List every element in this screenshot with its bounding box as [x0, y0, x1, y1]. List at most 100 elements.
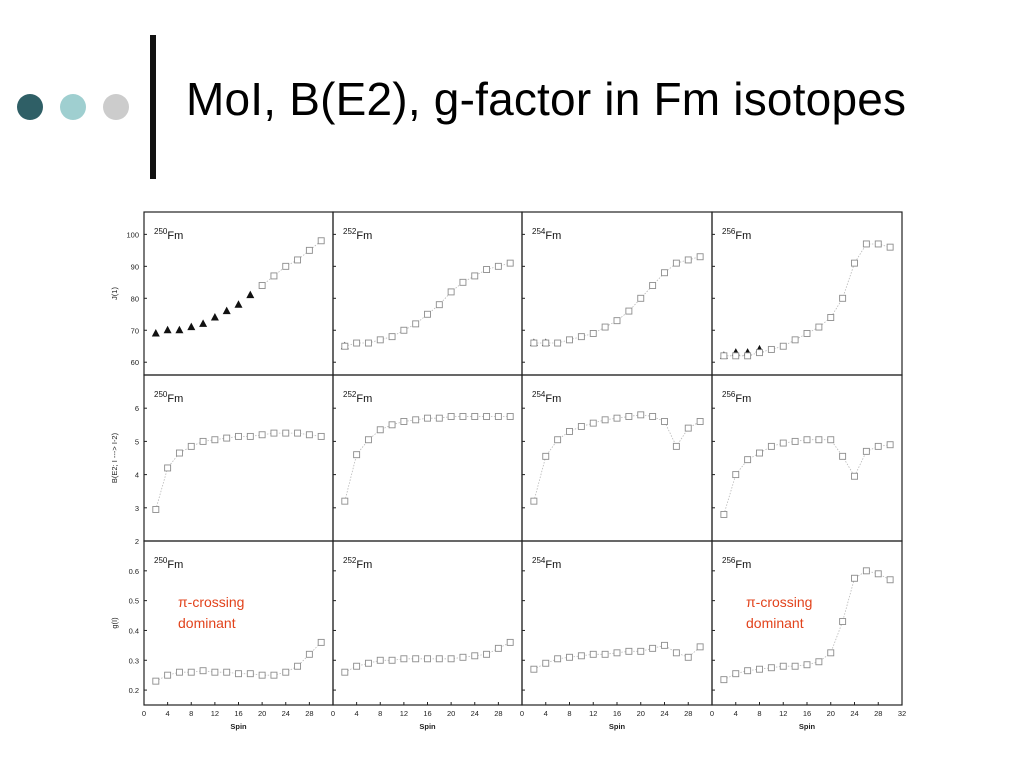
data-point-square: [851, 574, 858, 582]
x-tick-label: 20: [827, 709, 835, 718]
data-point-square: [696, 418, 704, 425]
data-point-square: [282, 429, 290, 437]
data-point-square: [400, 418, 408, 425]
data-point-square: [364, 659, 372, 667]
data-point-square: [317, 638, 325, 646]
data-point-square: [341, 668, 349, 676]
data-point-square: [305, 246, 313, 254]
data-point-triangle: [222, 306, 231, 315]
data-point-square: [471, 413, 479, 420]
x-tick-label: 12: [211, 709, 219, 718]
data-point-square: [483, 266, 491, 273]
panel-254Fm-g: 0 4 8 12 16 20 24 28 Spin 254Fm: [520, 540, 713, 731]
data-point-square: [613, 649, 621, 657]
data-point-square: [435, 414, 443, 422]
data-point-square: [294, 256, 302, 264]
y-tick-label: 5: [135, 437, 139, 446]
x-axis-label: Spin: [419, 722, 436, 731]
data-point-square: [506, 638, 514, 646]
x-tick-label: 8: [189, 709, 193, 718]
isotope-label: 254Fm: [532, 227, 561, 242]
data-point-square: [601, 416, 609, 424]
data-point-square: [791, 437, 799, 445]
isotope-symbol: Fm: [167, 230, 183, 242]
data-point-square: [625, 307, 633, 315]
x-tick-label: 16: [803, 709, 811, 718]
isotope-label: 254Fm: [532, 556, 561, 571]
data-point-square: [803, 436, 811, 444]
y-axis-label: g(I): [110, 617, 119, 629]
isotope-label: 256Fm: [722, 227, 751, 242]
data-point-square: [649, 644, 657, 652]
data-point-square: [471, 272, 479, 280]
x-tick-label: 12: [400, 709, 408, 718]
y-tick-label: 6: [135, 404, 139, 413]
data-point-square: [839, 452, 847, 460]
isotope-symbol: Fm: [735, 230, 751, 242]
x-axis-label: Spin: [609, 722, 626, 731]
data-point-square: [791, 662, 799, 670]
isotope-mass: 252: [343, 227, 357, 236]
isotope-mass: 252: [343, 390, 357, 399]
data-point-square: [589, 650, 597, 658]
x-axis-label: Spin: [230, 722, 247, 731]
data-point-square: [886, 441, 894, 449]
data-point-square: [447, 288, 455, 296]
series-line: [533, 414, 701, 502]
data-point-square: [767, 664, 775, 672]
x-tick-label: 4: [544, 709, 548, 718]
data-point-square: [744, 456, 752, 464]
data-point-square: [258, 282, 266, 289]
data-point-square: [530, 497, 538, 505]
data-point-square: [376, 656, 384, 664]
data-point-square: [839, 294, 847, 302]
data-point-square: [235, 670, 242, 678]
data-point-square: [353, 451, 361, 459]
isotope-symbol: Fm: [167, 559, 183, 571]
data-point-square: [756, 665, 763, 673]
data-point-square: [483, 413, 491, 420]
data-point-square: [187, 442, 195, 450]
x-tick-label: 20: [258, 709, 266, 718]
x-tick-label: 8: [378, 709, 382, 718]
data-point-square: [435, 655, 443, 663]
data-point-square: [459, 278, 467, 286]
data-point-square: [720, 352, 728, 360]
isotope-label: 250Fm: [154, 390, 183, 405]
isotope-label: 252Fm: [343, 390, 372, 405]
data-point-square: [625, 647, 633, 655]
annotation-text: dominant: [746, 615, 804, 631]
data-point-square: [353, 662, 361, 670]
y-tick-label: 3: [135, 504, 139, 513]
x-tick-label: 24: [471, 709, 479, 718]
data-point-square: [388, 333, 396, 341]
data-point-square: [672, 649, 680, 657]
data-point-square: [566, 653, 573, 661]
data-point-square: [483, 650, 491, 658]
data-point-square: [246, 432, 254, 440]
data-point-square: [270, 272, 278, 280]
panel-256Fm-be2: 256Fm: [711, 374, 903, 542]
x-tick-label: 0: [331, 709, 335, 718]
data-point-square: [175, 449, 183, 457]
panel-254Fm-be2: 254Fm: [521, 374, 713, 542]
data-point-square: [270, 671, 278, 679]
data-point-square: [744, 352, 752, 360]
data-point-square: [341, 497, 349, 505]
data-point-square: [613, 414, 621, 422]
isotope-mass: 254: [532, 390, 546, 399]
data-point-triangle: [234, 300, 243, 308]
data-point-square: [353, 339, 361, 347]
data-point-square: [424, 655, 431, 663]
data-point-triangle: [175, 325, 184, 334]
data-point-square: [506, 413, 514, 420]
dot-dark: [17, 94, 43, 120]
data-point-square: [601, 323, 609, 331]
data-point-square: [305, 431, 313, 439]
y-tick-label: 0.6: [129, 567, 139, 576]
data-point-square: [637, 647, 645, 655]
data-point-square: [767, 442, 775, 450]
x-tick-label: 0: [520, 709, 524, 718]
data-point-square: [152, 506, 160, 513]
series-line: [533, 256, 701, 344]
